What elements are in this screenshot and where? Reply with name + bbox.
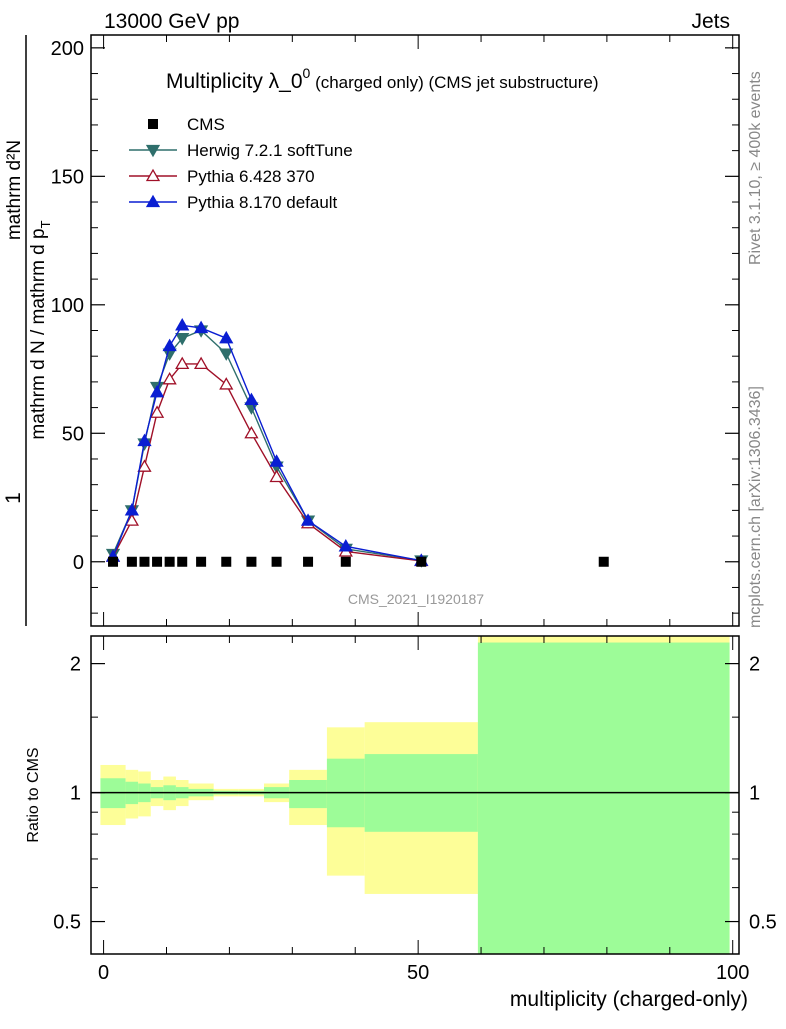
energy-label: 13000 GeV pp	[104, 10, 239, 33]
legend-pythia6-label: Pythia 6.428 370	[187, 167, 315, 186]
herwig-point	[175, 333, 190, 346]
main-y-axis-label: 1 mathrm d N / mathrm d pT mathrm d²N	[2, 35, 53, 626]
legend-cms-marker	[148, 119, 158, 129]
pythia6-point	[219, 377, 234, 390]
pythia8-point	[149, 384, 165, 398]
pythia6-point	[149, 405, 165, 418]
cms-data-point	[152, 556, 163, 567]
title-main: Multiplicity λ_0	[166, 70, 303, 93]
y-label-denominator: mathrm d N / mathrm d pT	[28, 220, 53, 439]
plot-title: Multiplicity λ_00 (charged only) (CMS je…	[166, 65, 599, 93]
pythia8-point	[175, 318, 190, 331]
cms-data-point	[416, 556, 427, 567]
pythia8-point	[124, 503, 140, 516]
main-y-ticks: 0 50 100 150 200	[51, 35, 739, 626]
pythia8-point	[162, 338, 177, 352]
herwig-point	[219, 348, 234, 361]
pythia8-point	[244, 392, 259, 406]
cms-data-point	[598, 556, 609, 567]
ratio-y-tick-label-right: 2	[749, 654, 760, 676]
legend-pythia8-label: Pythia 8.170 default	[187, 193, 338, 212]
cms-data-point	[177, 556, 188, 567]
y-label-den-sub: T	[38, 220, 53, 228]
cms-data-point	[303, 556, 314, 567]
pythia6-point	[175, 356, 190, 370]
main-y-tick-label: 200	[51, 38, 84, 60]
legend-herwig-marker	[145, 144, 161, 158]
ratio-y-axis-label: Ratio to CMS	[25, 747, 42, 842]
rivet-version-label: Rivet 3.1.10, ≥ 400k events	[747, 71, 764, 265]
cms-data-point	[340, 556, 351, 567]
pythia6-point	[162, 372, 177, 385]
pythia8-point	[219, 330, 234, 344]
cms-data-point	[139, 556, 150, 567]
main-y-tick-label: 100	[51, 295, 84, 317]
ratio-y-tick-label-left: 2	[70, 654, 81, 676]
pythia6-point	[124, 513, 140, 526]
herwig-line	[112, 329, 422, 562]
legend: CMS Herwig 7.2.1 softTune Pythia 6.428 370…	[129, 115, 353, 212]
cms-data-point	[196, 556, 207, 567]
pythia8-point	[338, 539, 353, 552]
ratio-y-tick-label-right: 0.5	[749, 912, 777, 934]
analysis-watermark: CMS_2021_I1920187	[348, 591, 484, 607]
title-tail: (charged only) (CMS jet substructure)	[310, 73, 598, 92]
ratio-y-tick-label-right: 1	[749, 783, 760, 805]
title-superscript: 0	[303, 65, 311, 81]
main-y-tick-label: 50	[62, 423, 84, 445]
x-axis-label: multiplicity (charged-only)	[510, 988, 748, 1011]
legend-pythia6-marker	[145, 168, 161, 182]
x-tick-label: 100	[716, 962, 749, 984]
pythia6-point	[269, 469, 284, 483]
pythia6-point	[137, 459, 152, 472]
ratio-plot-frame	[90, 635, 740, 955]
ratio-inner-band	[477, 642, 730, 954]
legend-cms-label: CMS	[187, 115, 225, 134]
cms-data-point	[221, 556, 232, 567]
x-tick-label: 50	[407, 962, 429, 984]
cms-data-point	[246, 556, 257, 567]
mcplots-label: mcplots.cern.ch [arXiv:1306.3436]	[747, 386, 764, 628]
x-tick-label: 0	[98, 962, 109, 984]
ratio-y-tick-label-left: 1	[70, 783, 81, 805]
cms-data-point	[126, 556, 137, 567]
ratio-inner-band	[289, 779, 327, 809]
main-series	[105, 318, 609, 568]
ratio-y-tick-label-left: 0.5	[53, 912, 81, 934]
ratio-bands	[100, 636, 730, 954]
pythia6-point	[193, 356, 209, 370]
y-label-numerator: mathrm d²N	[4, 140, 25, 240]
pythia8-point	[269, 454, 284, 467]
legend-herwig-label: Herwig 7.2.1 softTune	[187, 141, 353, 160]
pythia8-point	[137, 433, 152, 447]
y-label-one: 1	[2, 492, 25, 504]
main-y-tick-label: 150	[51, 166, 84, 188]
process-label: Jets	[691, 10, 730, 33]
cms-data-point	[164, 556, 175, 567]
cms-data-point	[271, 556, 282, 567]
pythia6-point	[244, 425, 259, 439]
legend-pythia8-marker	[145, 194, 161, 208]
cms-data-point	[108, 556, 119, 567]
ratio-ticks: 0.5 0.5 1 1 2 2 0 50 100	[53, 636, 777, 984]
main-y-tick-label: 0	[73, 552, 84, 574]
pythia8-point	[300, 513, 316, 526]
pythia8-point	[193, 320, 209, 334]
y-label-den-main: mathrm d N / mathrm d p	[28, 228, 49, 439]
